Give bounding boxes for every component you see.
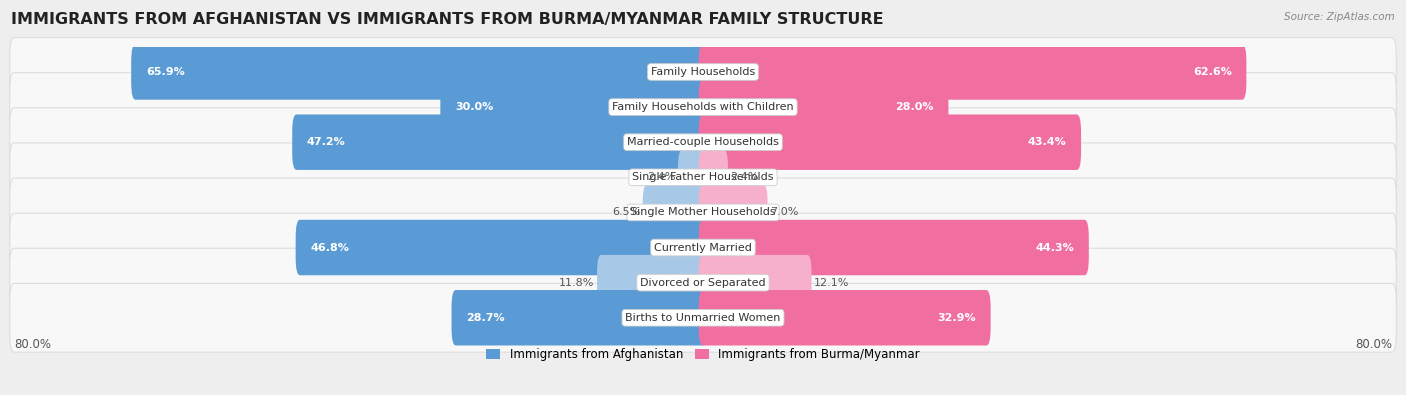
FancyBboxPatch shape	[699, 185, 768, 240]
FancyBboxPatch shape	[10, 178, 1396, 247]
Text: 6.5%: 6.5%	[612, 207, 640, 217]
FancyBboxPatch shape	[699, 115, 1081, 170]
Text: Divorced or Separated: Divorced or Separated	[640, 278, 766, 288]
FancyBboxPatch shape	[10, 283, 1396, 352]
FancyBboxPatch shape	[451, 290, 707, 346]
Text: Source: ZipAtlas.com: Source: ZipAtlas.com	[1284, 12, 1395, 22]
Text: 65.9%: 65.9%	[146, 67, 184, 77]
FancyBboxPatch shape	[699, 44, 1246, 100]
Text: Family Households: Family Households	[651, 67, 755, 77]
Text: 47.2%: 47.2%	[307, 137, 346, 147]
FancyBboxPatch shape	[10, 108, 1396, 177]
Text: Currently Married: Currently Married	[654, 243, 752, 252]
Text: 80.0%: 80.0%	[14, 338, 51, 351]
FancyBboxPatch shape	[10, 143, 1396, 212]
FancyBboxPatch shape	[440, 79, 707, 135]
Text: 44.3%: 44.3%	[1035, 243, 1074, 252]
Text: 32.9%: 32.9%	[938, 313, 976, 323]
Text: 28.0%: 28.0%	[896, 102, 934, 112]
FancyBboxPatch shape	[699, 290, 991, 346]
Text: Family Households with Children: Family Households with Children	[612, 102, 794, 112]
Text: IMMIGRANTS FROM AFGHANISTAN VS IMMIGRANTS FROM BURMA/MYANMAR FAMILY STRUCTURE: IMMIGRANTS FROM AFGHANISTAN VS IMMIGRANT…	[11, 12, 884, 27]
Text: 30.0%: 30.0%	[456, 102, 494, 112]
Text: Married-couple Households: Married-couple Households	[627, 137, 779, 147]
Text: Single Father Households: Single Father Households	[633, 172, 773, 182]
FancyBboxPatch shape	[131, 44, 707, 100]
FancyBboxPatch shape	[678, 150, 707, 205]
FancyBboxPatch shape	[292, 115, 707, 170]
FancyBboxPatch shape	[598, 255, 707, 310]
FancyBboxPatch shape	[699, 220, 1088, 275]
FancyBboxPatch shape	[699, 255, 811, 310]
Text: 12.1%: 12.1%	[814, 278, 849, 288]
Text: Single Mother Households: Single Mother Households	[630, 207, 776, 217]
FancyBboxPatch shape	[699, 150, 728, 205]
FancyBboxPatch shape	[10, 73, 1396, 141]
FancyBboxPatch shape	[295, 220, 707, 275]
Text: Births to Unmarried Women: Births to Unmarried Women	[626, 313, 780, 323]
Text: 7.0%: 7.0%	[770, 207, 799, 217]
Text: 2.4%: 2.4%	[731, 172, 759, 182]
FancyBboxPatch shape	[699, 79, 949, 135]
Legend: Immigrants from Afghanistan, Immigrants from Burma/Myanmar: Immigrants from Afghanistan, Immigrants …	[481, 343, 925, 366]
Text: 2.4%: 2.4%	[647, 172, 675, 182]
Text: 46.8%: 46.8%	[311, 243, 349, 252]
Text: 62.6%: 62.6%	[1192, 67, 1232, 77]
Text: 43.4%: 43.4%	[1028, 137, 1066, 147]
FancyBboxPatch shape	[10, 213, 1396, 282]
Text: 28.7%: 28.7%	[467, 313, 505, 323]
Text: 11.8%: 11.8%	[560, 278, 595, 288]
Text: 80.0%: 80.0%	[1355, 338, 1392, 351]
FancyBboxPatch shape	[643, 185, 707, 240]
FancyBboxPatch shape	[10, 38, 1396, 106]
FancyBboxPatch shape	[10, 248, 1396, 317]
